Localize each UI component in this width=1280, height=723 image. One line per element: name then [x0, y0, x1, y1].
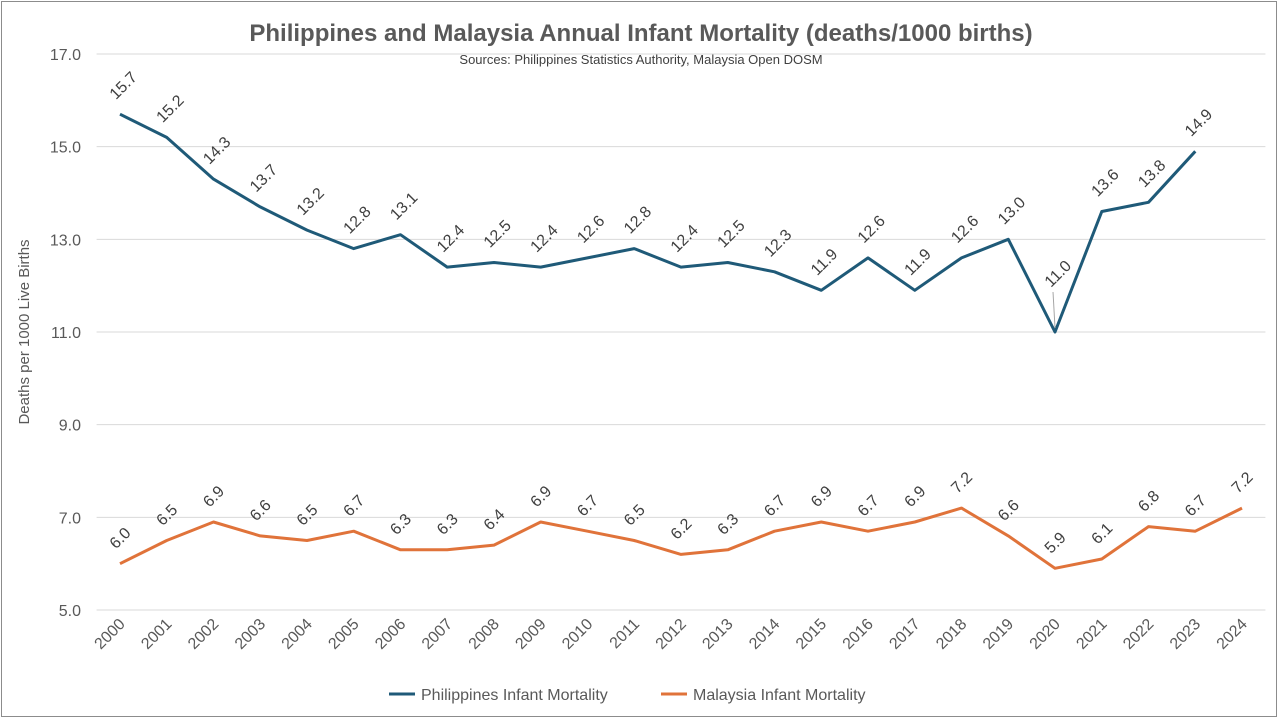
x-tick-label: 2015 [793, 616, 830, 653]
data-label: 15.7 [107, 69, 141, 103]
series-line-1 [119, 506, 1243, 570]
leader-line [1052, 291, 1056, 329]
data-label: 6.6 [995, 497, 1023, 525]
data-label: 12.6 [855, 213, 889, 247]
x-tick-label: 2003 [232, 616, 269, 653]
x-tick-label: 2014 [746, 616, 783, 653]
data-label: 12.6 [574, 213, 608, 247]
data-label: 6.4 [481, 506, 509, 534]
legend-label: Philippines Infant Mortality [421, 687, 608, 704]
data-label: 13.6 [1089, 166, 1123, 200]
x-tick-label: 2008 [466, 616, 503, 653]
data-label: 6.5 [621, 502, 649, 530]
data-label: 12.4 [434, 222, 468, 256]
data-label: 5.9 [1042, 529, 1070, 557]
data-label: 12.6 [948, 213, 982, 247]
x-tick-label: 2017 [886, 616, 923, 653]
x-tick-label: 2022 [1120, 616, 1157, 653]
data-label: 11.9 [808, 246, 841, 279]
y-axis-label: Deaths per 1000 Live Births [16, 239, 33, 424]
x-tick-label: 2001 [138, 616, 175, 653]
data-label: 11.9 [902, 246, 935, 279]
data-label: 6.9 [528, 483, 556, 511]
legend-label: Malaysia Infant Mortality [693, 687, 866, 704]
y-tick-label: 7.0 [59, 510, 81, 527]
x-tick-label: 2002 [185, 616, 222, 653]
data-label: 6.7 [341, 492, 369, 520]
x-tick-label: 2011 [607, 616, 643, 652]
x-tick-label: 2000 [92, 616, 129, 653]
y-tick-label: 15.0 [50, 140, 81, 157]
y-tick-label: 5.0 [59, 603, 81, 620]
x-tick-label: 2005 [325, 616, 362, 653]
x-tick-label: 2023 [1167, 616, 1204, 653]
y-tick-label: 11.0 [51, 325, 81, 342]
y-tick-label: 17.0 [50, 47, 81, 64]
legend: Philippines Infant Mortality Malaysia Inf… [389, 687, 866, 704]
data-label: 6.3 [715, 511, 743, 539]
data-label: 12.5 [715, 217, 749, 251]
data-label: 6.5 [154, 502, 182, 530]
y-tick-label: 13.0 [50, 232, 81, 249]
data-label: 6.3 [387, 511, 415, 539]
data-label: 6.7 [574, 492, 602, 520]
x-tick-label: 2016 [840, 616, 877, 653]
x-tick-label: 2021 [1073, 616, 1110, 653]
data-label: 7.2 [1229, 469, 1257, 497]
data-label: 11.0 [1042, 258, 1075, 291]
data-label: 6.7 [1182, 492, 1210, 520]
data-label: 6.8 [1135, 488, 1163, 516]
data-label: 6.2 [668, 515, 696, 543]
data-label: 12.8 [341, 203, 375, 237]
data-label: 13.2 [294, 185, 328, 219]
data-label: 6.5 [294, 502, 322, 530]
data-label: 6.6 [247, 497, 275, 525]
data-label: 13.0 [995, 194, 1029, 228]
x-tick-label: 2010 [559, 616, 596, 653]
data-label: 12.3 [761, 226, 795, 260]
data-label: 6.7 [761, 492, 789, 520]
chart-title: Philippines and Malaysia Annual Infant M… [249, 20, 1032, 47]
data-label: 12.4 [668, 222, 702, 256]
x-tick-label: 2013 [699, 616, 736, 653]
chart-subtitle: Sources: Philippines Statistics Authorit… [459, 52, 822, 67]
data-label: 12.8 [621, 203, 655, 237]
x-tick-label: 2009 [512, 616, 549, 653]
x-tick-label: 2012 [653, 616, 690, 653]
data-label: 6.1 [1089, 520, 1117, 548]
x-tick-label: 2006 [372, 616, 409, 653]
x-tick-label: 2007 [419, 616, 456, 653]
y-tick-label: 9.0 [59, 418, 81, 435]
x-tick-label: 2024 [1214, 616, 1251, 653]
x-tick-label: 2004 [279, 616, 316, 653]
data-label: 6.9 [808, 483, 836, 511]
data-label: 13.7 [247, 162, 281, 196]
x-tick-label: 2019 [980, 616, 1017, 653]
data-label: 14.3 [200, 134, 234, 168]
data-label: 15.2 [154, 92, 188, 126]
x-tick-label: 2020 [1027, 616, 1064, 653]
data-label: 6.0 [107, 525, 135, 553]
data-label: 6.9 [902, 483, 930, 511]
data-label: 6.3 [434, 511, 462, 539]
data-label: 13.1 [387, 189, 421, 223]
data-label: 14.9 [1182, 106, 1216, 140]
data-label: 12.5 [481, 217, 515, 251]
data-label: 6.7 [855, 492, 883, 520]
data-label: 12.4 [528, 222, 562, 256]
series-line-0 [119, 112, 1197, 334]
data-label: 7.2 [948, 469, 976, 497]
x-tick-label: 2018 [933, 616, 970, 653]
data-label: 6.9 [200, 483, 228, 511]
